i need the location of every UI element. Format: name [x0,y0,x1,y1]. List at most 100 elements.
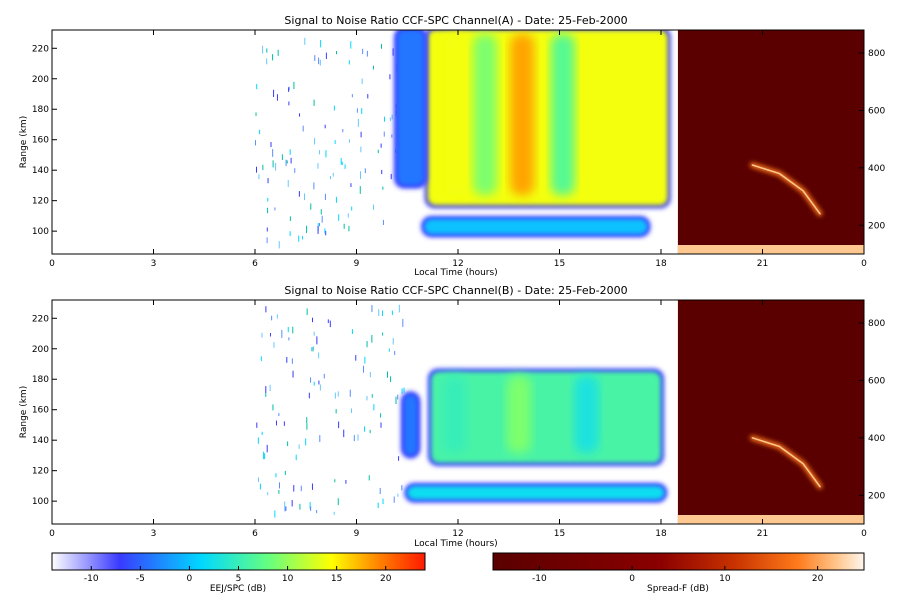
noise-point [311,317,313,323]
y-axis-label: Range (km) [19,116,29,168]
noise-point [274,207,276,211]
colorbar-tick-label: 0 [629,574,635,584]
x-tick-label: 18 [655,259,667,269]
noise-point [290,157,292,164]
noise-point [317,163,319,169]
noise-point [266,48,268,53]
colorbar-tick-label: 20 [812,574,824,584]
noise-point [285,506,287,511]
noise-point [259,129,261,135]
y-tick-label: 200 [32,75,49,85]
noise-point [390,376,392,383]
y-axis-label: Range (km) [19,386,29,438]
noise-point [369,372,371,378]
colorbar-ejj: -10 -5 0 5 10 15 20 EEJ/SPC (dB) [51,552,426,594]
noise-point [314,55,316,61]
noise-point [357,118,359,127]
noise-point [343,223,345,229]
noise-point [397,394,399,400]
noise-point [272,160,274,168]
panel-channel-a: Signal to Noise Ratio CCF-SPC Channel(A)… [19,14,885,278]
noise-point [318,57,320,65]
noise-point [325,52,327,59]
noise-point [392,48,394,56]
noise-point [301,236,303,240]
spread-f-trace-core [751,164,821,215]
noise-point [323,373,325,379]
noise-point [299,503,301,510]
x-tick-label: 12 [452,259,463,269]
noise-point [261,332,263,338]
noise-point [347,213,349,218]
colorbar-tick-label: 10 [282,574,294,584]
echo-layer [403,394,418,456]
noise-point [319,150,321,155]
noise-point [314,137,316,145]
x-tick-label: 9 [354,259,360,269]
echo-column [510,34,535,196]
noise-point [255,166,257,173]
noise-point [285,159,287,167]
noise-point [351,408,353,413]
noise-point [348,139,350,143]
colorbar-tick-label: 10 [719,574,731,584]
noise-point [259,483,261,490]
noise-point [382,332,384,336]
colorbar-label: Spread-F (dB) [647,584,709,594]
noise-point [345,479,347,484]
noise-point [340,157,342,165]
noise-point [306,225,308,234]
noise-point [362,48,364,55]
noise-point [351,329,353,334]
noise-point [383,116,385,122]
y2-tick-label: 400 [868,434,885,444]
noise-point [265,393,267,397]
noise-point [351,94,353,98]
noise-point [349,389,351,397]
noise-point [388,348,390,352]
x-tick-label: 0 [861,259,867,269]
noise-point [325,230,327,236]
colorbar-tick-label: -10 [84,574,99,584]
colorbar-tick-label: 15 [331,574,342,584]
noise-point [273,342,275,348]
echo-column [574,375,599,454]
noise-point [269,384,271,392]
noise-point [353,435,355,442]
noise-point [341,161,343,166]
noise-point [256,422,258,428]
noise-point [320,209,322,215]
noise-point [310,506,312,511]
noise-point [288,86,290,91]
noise-point [258,174,260,180]
colorbar-tick-label: 5 [236,574,242,584]
echo-layer [397,30,425,186]
echo-column [446,34,470,196]
noise-point [401,388,403,395]
noise-point [368,475,370,481]
noise-point [293,81,295,90]
noise-point [311,347,313,352]
noise-point [371,394,373,398]
noise-point [286,160,288,164]
colorbar-spread-f: -10 0 10 20 Spread-F (dB) [492,552,865,594]
noise-point [329,176,331,180]
chart-title: Signal to Noise Ratio CCF-SPC Channel(A)… [284,14,627,27]
y2-tick-label: 400 [868,164,885,174]
noise-point [387,371,389,378]
noise-point [382,310,384,316]
noise-point [283,421,285,426]
noise-point [270,142,272,148]
noise-point [360,146,362,153]
noise-point [383,131,385,137]
noise-point [298,235,300,242]
y-tick-label: 200 [32,345,49,355]
noise-point [367,94,369,99]
noise-point [373,404,375,411]
noise-point [319,59,321,66]
noise-point [287,326,289,333]
noise-point [361,78,363,84]
noise-point [313,331,315,336]
noise-point [313,182,315,190]
